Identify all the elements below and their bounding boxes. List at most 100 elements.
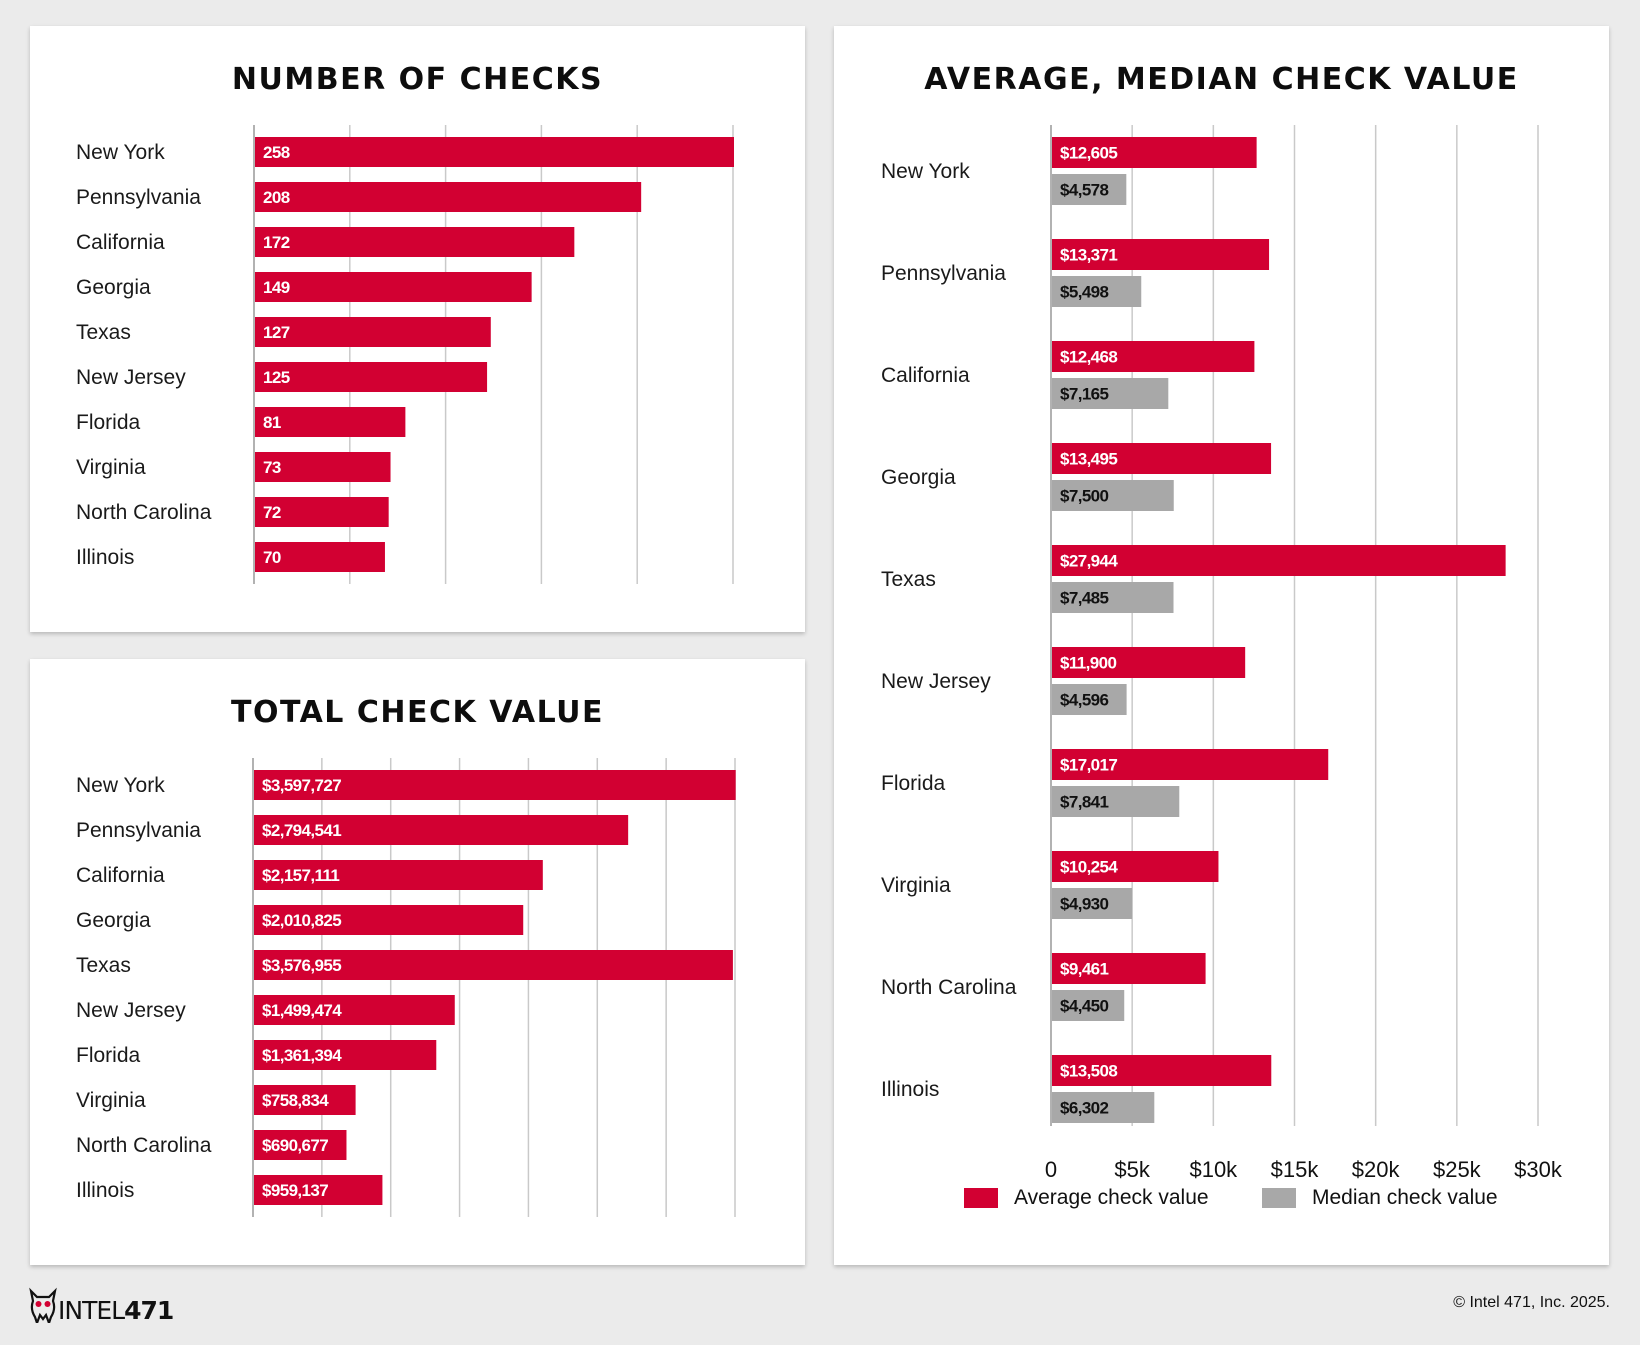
avg-category-label-north-carolina: North Carolina [881, 976, 1017, 999]
checks-value-label-virginia: 73 [263, 458, 281, 477]
checks-bar-pennsylvania [255, 182, 642, 212]
total-value-label-new-york: $3,597,727 [262, 776, 341, 795]
checks-bar-north-carolina [255, 497, 389, 527]
avg-median-bar-california [1052, 378, 1169, 409]
intel471-logo: INTEL471 [28, 1283, 174, 1325]
avg-average-bar-florida [1052, 749, 1329, 780]
checks-bar-florida [255, 407, 406, 437]
checks-category-label-north-carolina: North Carolina [76, 501, 212, 524]
checks-value-label-california: 172 [263, 233, 290, 252]
avg-median-value-label-north-carolina: $4,450 [1060, 997, 1109, 1016]
avg-average-value-label-new-jersey: $11,900 [1060, 654, 1116, 673]
avg-tick-label--20k: $20k [1352, 1157, 1401, 1182]
average-median-panel: AVERAGE, MEDIAN CHECK VALUE 0 $5k $10k $15k… [834, 26, 1609, 1265]
total-category-label-illinois: Illinois [76, 1179, 134, 1202]
total-category-label-texas: Texas [76, 954, 131, 977]
avg-category-label-illinois: Illinois [881, 1078, 939, 1101]
total-check-value-chart: New York $3,597,727 Pennsylvania $2,794,541… [76, 758, 736, 1217]
avg-tick-label--30k: $30k [1514, 1157, 1563, 1182]
checks-category-label-illinois: Illinois [76, 546, 134, 569]
checks-bar-new-york [255, 137, 734, 167]
checks-value-label-florida: 81 [263, 413, 281, 432]
avg-median-bar-pennsylvania [1052, 276, 1142, 307]
number-of-checks-chart: New York 258 Pennsylvania 208 California 172 G… [76, 125, 734, 584]
checks-category-label-new-jersey: New Jersey [76, 366, 186, 389]
avg-category-label-virginia: Virginia [881, 874, 951, 897]
avg-average-bar-new-york [1052, 137, 1257, 168]
avg-median-bar-illinois [1052, 1092, 1155, 1123]
total-category-label-georgia: Georgia [76, 909, 151, 932]
logo-wordmark: INTEL471 [58, 1296, 174, 1325]
owl-icon [29, 1287, 57, 1323]
total-bar-north-carolina [254, 1130, 347, 1160]
legend-item-average: Average check value [964, 1186, 1209, 1210]
checks-category-label-texas: Texas [76, 321, 131, 344]
avg-tick-label--25k: $25k [1433, 1157, 1482, 1182]
checks-value-label-north-carolina: 72 [263, 503, 281, 522]
avg-median-bar-north-carolina [1052, 990, 1125, 1021]
total-value-label-pennsylvania: $2,794,541 [262, 821, 341, 840]
avg-average-value-label-illinois: $13,508 [1060, 1062, 1117, 1081]
total-value-label-virginia: $758,834 [262, 1091, 329, 1110]
avg-average-bar-california [1052, 341, 1255, 372]
avg-average-bar-texas [1052, 545, 1506, 576]
checks-value-label-georgia: 149 [263, 278, 290, 297]
avg-tick-label--10k: $10k [1189, 1157, 1238, 1182]
checks-value-label-new-york: 258 [263, 143, 290, 162]
total-category-label-florida: Florida [76, 1044, 141, 1067]
total-value-label-georgia: $2,010,825 [262, 911, 341, 930]
avg-average-value-label-texas: $27,944 [1060, 552, 1118, 571]
average-median-chart: 0 $5k $10k $15k $20k $25k $30k New York $12,605 $… [881, 125, 1563, 1182]
avg-average-bar-georgia [1052, 443, 1272, 474]
avg-average-value-label-california: $12,468 [1060, 348, 1117, 367]
total-bar-new-jersey [254, 995, 455, 1025]
total-bar-pennsylvania [254, 815, 629, 845]
avg-median-bar-new-jersey [1052, 684, 1127, 715]
avg-average-value-label-virginia: $10,254 [1060, 858, 1118, 877]
avg-average-value-label-pennsylvania: $13,371 [1060, 246, 1117, 265]
avg-category-label-georgia: Georgia [881, 466, 956, 489]
checks-category-label-pennsylvania: Pennsylvania [76, 186, 201, 209]
avg-average-value-label-new-york: $12,605 [1060, 144, 1117, 163]
avg-average-bar-north-carolina [1052, 953, 1206, 984]
checks-bar-new-jersey [255, 362, 488, 392]
avg-median-value-label-texas: $7,485 [1060, 589, 1109, 608]
total-bar-new-york [254, 770, 736, 800]
legend-swatch-median [1262, 1188, 1296, 1208]
legend-swatch-average [964, 1188, 998, 1208]
total-category-label-california: California [76, 864, 165, 887]
logo-letters: INTEL [58, 1296, 125, 1325]
average-median-title: AVERAGE, MEDIAN CHECK VALUE [924, 62, 1519, 97]
checks-value-label-illinois: 70 [263, 548, 281, 567]
checks-category-label-new-york: New York [76, 141, 165, 164]
avg-average-bar-illinois [1052, 1055, 1272, 1086]
avg-average-bar-virginia [1052, 851, 1219, 882]
checks-bar-texas [255, 317, 491, 347]
avg-median-value-label-california: $7,165 [1060, 385, 1109, 404]
avg-category-label-florida: Florida [881, 772, 946, 795]
avg-category-label-california: California [881, 364, 970, 387]
checks-category-label-florida: Florida [76, 411, 141, 434]
avg-median-value-label-virginia: $4,930 [1060, 895, 1109, 914]
chart-legend: Average check value Median check value [834, 1186, 1609, 1226]
total-value-label-new-jersey: $1,499,474 [262, 1001, 342, 1020]
avg-category-label-pennsylvania: Pennsylvania [881, 262, 1006, 285]
number-of-checks-panel: NUMBER OF CHECKS New York 258 Pennsylvania… [30, 26, 805, 632]
avg-tick-label--5k: $5k [1114, 1157, 1150, 1182]
total-category-label-virginia: Virginia [76, 1089, 146, 1112]
total-bar-georgia [254, 905, 524, 935]
total-value-label-north-carolina: $690,677 [262, 1136, 328, 1155]
total-category-label-new-jersey: New Jersey [76, 999, 186, 1022]
avg-average-bar-new-jersey [1052, 647, 1246, 678]
total-value-label-illinois: $959,137 [262, 1181, 328, 1200]
avg-tick-label-0: 0 [1045, 1157, 1057, 1182]
avg-median-bar-florida [1052, 786, 1180, 817]
avg-average-value-label-florida: $17,017 [1060, 756, 1117, 775]
avg-tick-label--15k: $15k [1271, 1157, 1320, 1182]
checks-category-label-georgia: Georgia [76, 276, 151, 299]
checks-bar-california [255, 227, 575, 257]
total-category-label-north-carolina: North Carolina [76, 1134, 212, 1157]
total-category-label-new-york: New York [76, 774, 165, 797]
avg-median-value-label-illinois: $6,302 [1060, 1099, 1109, 1118]
total-category-label-pennsylvania: Pennsylvania [76, 819, 201, 842]
